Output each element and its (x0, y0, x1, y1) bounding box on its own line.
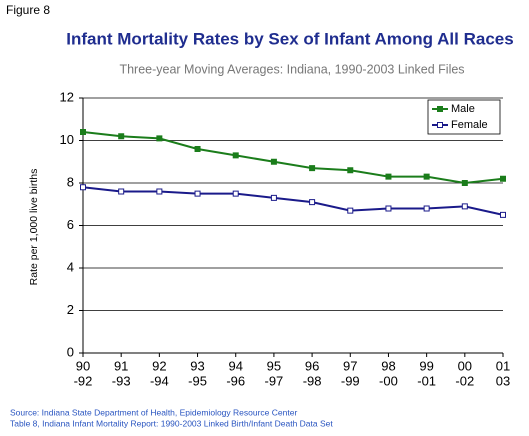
point-marker (118, 133, 125, 140)
x-tick-label: -02 (455, 373, 474, 388)
figure-label: Figure 8 (6, 3, 50, 17)
point-marker (80, 184, 86, 191)
x-tick-label: 91 (114, 358, 128, 373)
x-tick-label: -95 (188, 373, 207, 388)
legend-box (427, 99, 501, 135)
y-tick-label: 2 (67, 302, 74, 317)
point-marker (270, 158, 277, 165)
point-marker (118, 188, 125, 195)
x-tick-label: -01 (417, 373, 436, 388)
x-tick-label: 93 (190, 358, 204, 373)
point-marker (309, 199, 316, 206)
point-marker (500, 175, 506, 182)
point-marker (270, 194, 277, 201)
y-axis-title: Rate per 1,000 live births (28, 169, 40, 286)
point-marker (423, 205, 430, 212)
series-line (82, 131, 504, 185)
source-note: Source: Indiana State Department of Heal… (10, 407, 297, 417)
point-marker (500, 211, 506, 218)
x-tick-label: 00 (458, 358, 472, 373)
x-tick-label: -92 (74, 373, 93, 388)
point-marker (232, 152, 239, 159)
point-marker (194, 146, 201, 152)
x-tick-label: 97 (343, 358, 357, 373)
y-tick-label: 0 (67, 344, 74, 359)
legend-label: Female (451, 119, 488, 131)
y-tick-label: 6 (67, 217, 74, 232)
point-marker (156, 135, 163, 142)
point-marker (423, 173, 430, 180)
x-tick-label: 95 (267, 358, 281, 373)
x-tick-label: 03 (496, 373, 510, 388)
legend-marker (437, 122, 443, 128)
point-marker (461, 203, 468, 210)
point-marker (80, 129, 86, 135)
y-tick-label: 10 (60, 132, 74, 147)
series-line (82, 186, 504, 216)
point-marker (385, 173, 392, 180)
x-tick-label: -97 (265, 373, 284, 388)
point-marker (194, 190, 201, 197)
x-tick-label: -96 (226, 373, 245, 388)
y-tick-label: 8 (67, 174, 74, 189)
x-tick-label: -00 (379, 373, 398, 388)
x-tick-label: 99 (419, 358, 433, 373)
legend-label: Male (451, 103, 475, 115)
point-marker (232, 190, 239, 197)
point-marker (347, 207, 354, 214)
point-marker (347, 167, 354, 174)
point-marker (385, 205, 392, 212)
x-tick-label: 96 (305, 358, 319, 373)
x-tick-label: 94 (228, 358, 242, 373)
legend-marker (437, 106, 443, 112)
chart-title: Infant Mortality Rates by Sex of Infant … (66, 29, 513, 48)
point-marker (309, 165, 316, 172)
x-tick-label: -94 (150, 373, 169, 388)
x-tick-label: 92 (152, 358, 166, 373)
x-tick-label: 01 (496, 358, 510, 373)
x-tick-label: -99 (341, 373, 360, 388)
x-tick-label: -98 (303, 373, 322, 388)
x-tick-label: -93 (112, 373, 131, 388)
y-tick-label: 12 (60, 89, 74, 104)
x-tick-label: 98 (381, 358, 395, 373)
y-tick-label: 4 (67, 259, 74, 274)
point-marker (461, 180, 468, 186)
chart-subtitle: Three-year Moving Averages: Indiana, 199… (119, 62, 464, 76)
source-note: Table 8, Indiana Infant Mortality Report… (10, 418, 333, 428)
point-marker (156, 188, 163, 195)
x-tick-label: 90 (76, 358, 90, 373)
